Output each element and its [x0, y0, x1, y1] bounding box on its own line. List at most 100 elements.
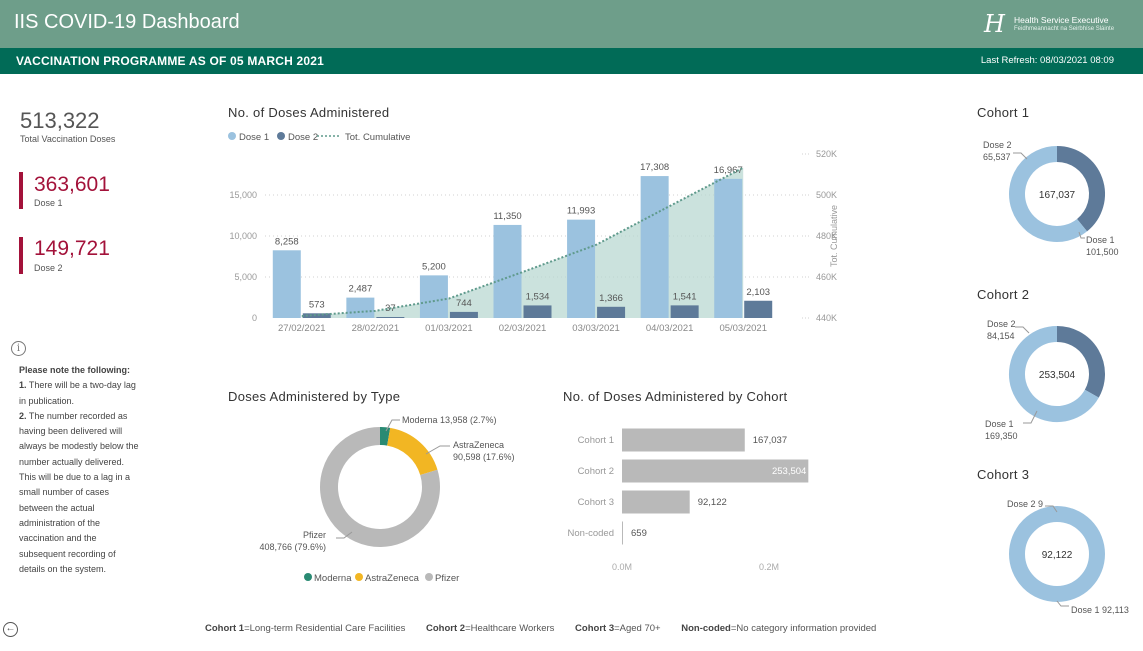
footer-cohort1-key: Cohort 1 — [205, 623, 245, 634]
data-label-dose1: 16,967 — [714, 165, 743, 176]
slice-label-dose2: Dose 2 9 — [1007, 499, 1043, 509]
cohort-bar — [622, 490, 690, 514]
subheader-bar: VACCINATION PROGRAMME AS OF 05 MARCH 202… — [0, 48, 1143, 74]
slice-label-dose1: Dose 1 92,113 — [1071, 605, 1129, 615]
legend-label: Moderna — [314, 573, 352, 584]
data-label-dose2: 1,366 — [599, 293, 623, 304]
dose1-accent-bar — [19, 172, 23, 209]
legend-label: AstraZeneca — [365, 573, 420, 584]
footer-cohort3-key: Cohort 3 — [575, 623, 615, 634]
cohort-chart-title: No. of Doses Administered by Cohort — [563, 389, 788, 404]
bar-dose2 — [449, 311, 478, 318]
x-tick-label: 0.0M — [612, 562, 632, 572]
dose1-label: Dose 1 — [34, 198, 63, 208]
cohort-bar-value: 659 — [631, 528, 647, 539]
hse-logo-mark: H — [984, 10, 1005, 38]
bar-dose2 — [302, 313, 331, 318]
data-label-dose1: 17,308 — [640, 162, 669, 173]
label-leader-dose1 — [1023, 410, 1038, 424]
cohort3-title: Cohort 3 — [977, 467, 1030, 482]
slice-label-moderna: Moderna 13,958 (2.7%) — [402, 415, 497, 425]
publication-note: Please note the following: 1. There will… — [19, 363, 141, 577]
hse-logo-text: Health Service Executive — [1014, 15, 1109, 25]
bar-dose2 — [744, 300, 773, 318]
type-chart-title: Doses Administered by Type — [228, 389, 401, 404]
data-label-dose2: 1,541 — [673, 291, 697, 302]
cohort-bar-value: 253,504 — [772, 466, 806, 477]
cohort-bar-value: 167,037 — [753, 435, 787, 446]
dose1-value: 363,601 — [34, 173, 110, 196]
cohort-bar — [622, 521, 623, 545]
x-tick-label: 0.2M — [759, 562, 779, 572]
doses-by-type-chart: Moderna 13,958 (2.7%) AstraZeneca 90,598 (… — [259, 415, 515, 584]
note-item-1-number: 1. — [19, 380, 27, 391]
slice-label-astrazeneca-value: 90,598 (17.6%) — [453, 452, 515, 462]
last-refresh: Last Refresh: 08/03/2021 08:09 — [980, 55, 1114, 66]
bar-dose1 — [493, 224, 522, 318]
cohort-bar-category: Cohort 3 — [578, 497, 614, 508]
y-tick-label: 0 — [252, 313, 257, 323]
info-icon[interactable]: i — [11, 341, 26, 356]
programme-title: VACCINATION PROGRAMME AS OF 05 MARCH 202… — [16, 54, 325, 68]
cohort-bar — [622, 459, 809, 483]
slice-label-pfizer-value: 408,766 (79.6%) — [259, 542, 326, 552]
cohort-bar — [622, 428, 745, 452]
legend-marker — [425, 573, 433, 581]
bar-dose2 — [597, 306, 626, 318]
slice-label-pfizer-name: Pfizer — [303, 530, 326, 540]
total-doses-value: 513,322 — [20, 108, 100, 133]
bar-dose2 — [376, 317, 405, 318]
cohort-bar-value: 92,122 — [698, 497, 727, 508]
slice-pfizer — [320, 427, 440, 547]
legend-label: Pfizer — [435, 573, 459, 584]
footer-noncoded-text: =No category information provided — [730, 623, 877, 634]
footer-cohort3-text: =Aged 70+ — [614, 623, 661, 634]
y2-tick-label: 520K — [816, 149, 837, 159]
note-item-2-number: 2. — [19, 410, 27, 421]
slice-dose1 — [1009, 506, 1105, 602]
label-leader-dose1 — [1056, 600, 1069, 607]
dose2-label: Dose 2 — [34, 263, 63, 273]
back-arrow-icon[interactable]: ← — [3, 622, 18, 637]
note-item-2: 2. The number recorded as having been de… — [19, 409, 141, 577]
x-tick-label: 04/03/2021 — [646, 323, 694, 334]
cumulative-line — [301, 166, 744, 317]
data-label-dose2: 573 — [309, 299, 325, 310]
x-tick-label: 02/03/2021 — [499, 323, 547, 334]
bar-dose1 — [272, 250, 301, 318]
slice-label-dose2-name: Dose 2 — [987, 319, 1016, 329]
data-label-dose1: 8,258 — [275, 236, 299, 247]
bar-dose1 — [714, 178, 743, 318]
slice-label-astrazeneca-name: AstraZeneca — [453, 440, 504, 450]
x-tick-label: 05/03/2021 — [719, 323, 767, 334]
legend-marker — [355, 573, 363, 581]
note-item-1-text: There will be a two-day lag in publicati… — [19, 380, 136, 406]
bar-dose1 — [640, 176, 669, 318]
cohort1-title: Cohort 1 — [977, 105, 1030, 120]
data-label-dose2: 744 — [456, 298, 472, 309]
label-leader-astrazeneca — [425, 445, 450, 455]
dose2-accent-bar — [19, 237, 23, 274]
bar-dose2 — [670, 305, 699, 318]
doses-chart-title: No. of Doses Administered — [228, 105, 390, 120]
data-label-dose1: 5,200 — [422, 261, 446, 272]
slice-dose2 — [1056, 326, 1105, 398]
slice-dose1 — [1009, 146, 1088, 242]
slice-dose1 — [1009, 326, 1099, 422]
y-tick-label: 15,000 — [229, 190, 257, 200]
label-leader-moderna — [385, 419, 400, 432]
dashboard-title: IIS COVID-19 Dashboard — [14, 11, 240, 33]
data-label-dose2: 2,103 — [746, 287, 770, 298]
label-leader-dose1 — [1078, 231, 1085, 239]
cohort2-donut-chart: 253,504 Dose 2 84,154 Dose 1 169,350 — [985, 319, 1105, 441]
cohort3-donut-chart: 92,122 Dose 2 9 Dose 1 92,113 — [1007, 499, 1129, 615]
label-leader-dose2 — [1013, 152, 1028, 160]
data-label-dose1: 11,350 — [493, 211, 521, 222]
slice-label-dose1-value: 101,500 — [1086, 247, 1119, 257]
dose2-value: 149,721 — [34, 237, 110, 260]
cohort-bar-category: Non-coded — [568, 528, 614, 539]
x-tick-label: 28/02/2021 — [352, 323, 400, 334]
cohort-bar-category: Cohort 2 — [578, 466, 614, 477]
footer-cohort2-key: Cohort 2 — [426, 623, 466, 634]
header-bar: IIS COVID-19 Dashboard H Health Service … — [0, 0, 1143, 48]
